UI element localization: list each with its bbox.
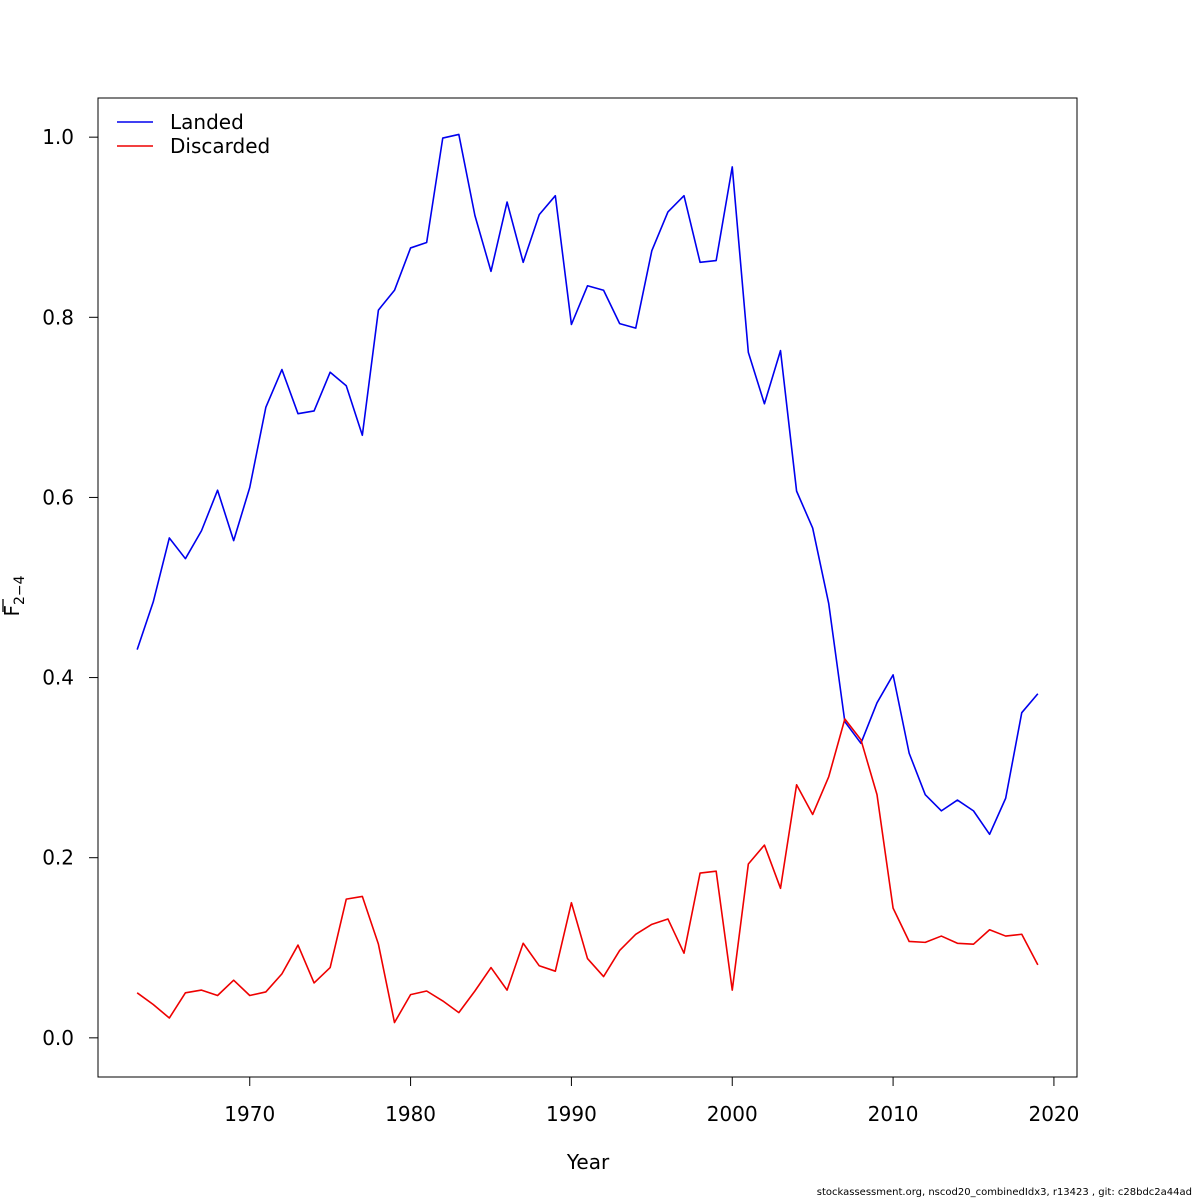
y-tick-label: 0.6	[42, 485, 74, 509]
y-tick-label: 0.0	[42, 1026, 74, 1050]
x-tick-label: 2000	[707, 1102, 758, 1126]
y-axis-title: F2−4	[0, 575, 28, 616]
y-tick-label: 0.4	[42, 666, 74, 690]
y-axis-title-subscript: 2−4	[12, 575, 28, 605]
x-tick-label: 1970	[224, 1102, 275, 1126]
x-tick-label: 2010	[868, 1102, 919, 1126]
legend-label-discarded: Discarded	[170, 134, 270, 158]
y-axis-title-base: F	[0, 605, 24, 617]
series-line-landed	[136, 133, 1039, 836]
svg-text:F2−4: F2−4	[0, 575, 28, 616]
series-layer	[136, 133, 1039, 1024]
series-line-discarded	[136, 718, 1039, 1024]
x-tick-label: 2020	[1028, 1102, 1079, 1126]
x-tick-label: 1980	[385, 1102, 436, 1126]
y-tick-label: 0.2	[42, 846, 74, 870]
y-axis: 0.0 0.2 0.4 0.6 0.8 1.0	[42, 125, 99, 1050]
legend-label-landed: Landed	[170, 110, 244, 134]
y-tick-label: 1.0	[42, 125, 74, 149]
x-tick-label: 1990	[546, 1102, 597, 1126]
footer-credit: stockassessment.org, nscod20_combinedIdx…	[816, 1187, 1192, 1198]
plot-frame	[97, 97, 1078, 1078]
x-axis: 1970 1980 1990 2000 2010 2020	[224, 1076, 1079, 1126]
y-tick-label: 0.8	[42, 305, 74, 329]
x-axis-title: Year	[566, 1150, 610, 1174]
